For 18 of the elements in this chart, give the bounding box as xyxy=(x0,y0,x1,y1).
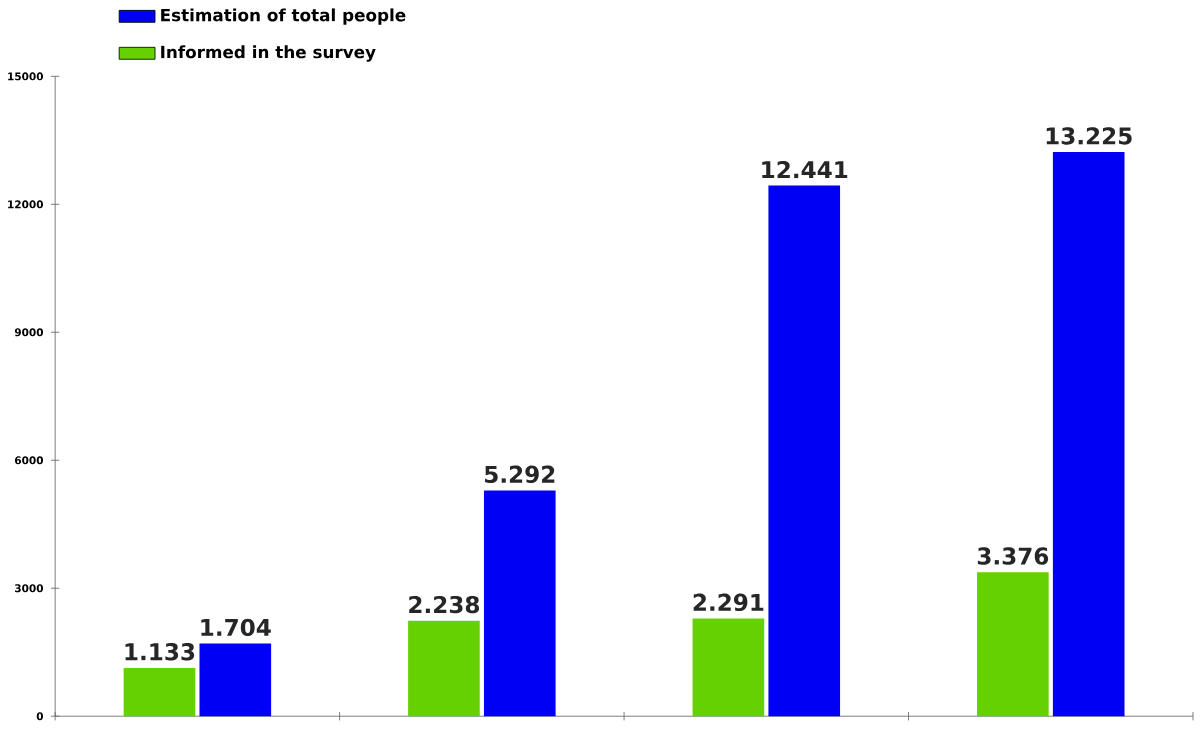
bar xyxy=(1052,151,1125,716)
bar xyxy=(408,620,480,716)
data-label: 2.291 xyxy=(693,593,764,611)
data-label: 3.376 xyxy=(977,546,1049,565)
bar xyxy=(483,490,556,716)
bar xyxy=(768,185,841,716)
data-label: 1.704 xyxy=(201,618,271,636)
bar xyxy=(977,571,1049,716)
bar xyxy=(692,618,765,716)
data-label: 12.441 xyxy=(762,160,848,178)
legend-label: Estimation of total people xyxy=(161,8,406,25)
data-label: 1.133 xyxy=(125,642,195,661)
bar xyxy=(123,667,196,716)
data-label: 13.225 xyxy=(1046,126,1132,145)
bar xyxy=(199,643,272,716)
legend-label: Informed in the survey xyxy=(161,44,376,62)
data-label: 5.292 xyxy=(485,465,555,483)
data-label: 2.238 xyxy=(409,595,480,613)
